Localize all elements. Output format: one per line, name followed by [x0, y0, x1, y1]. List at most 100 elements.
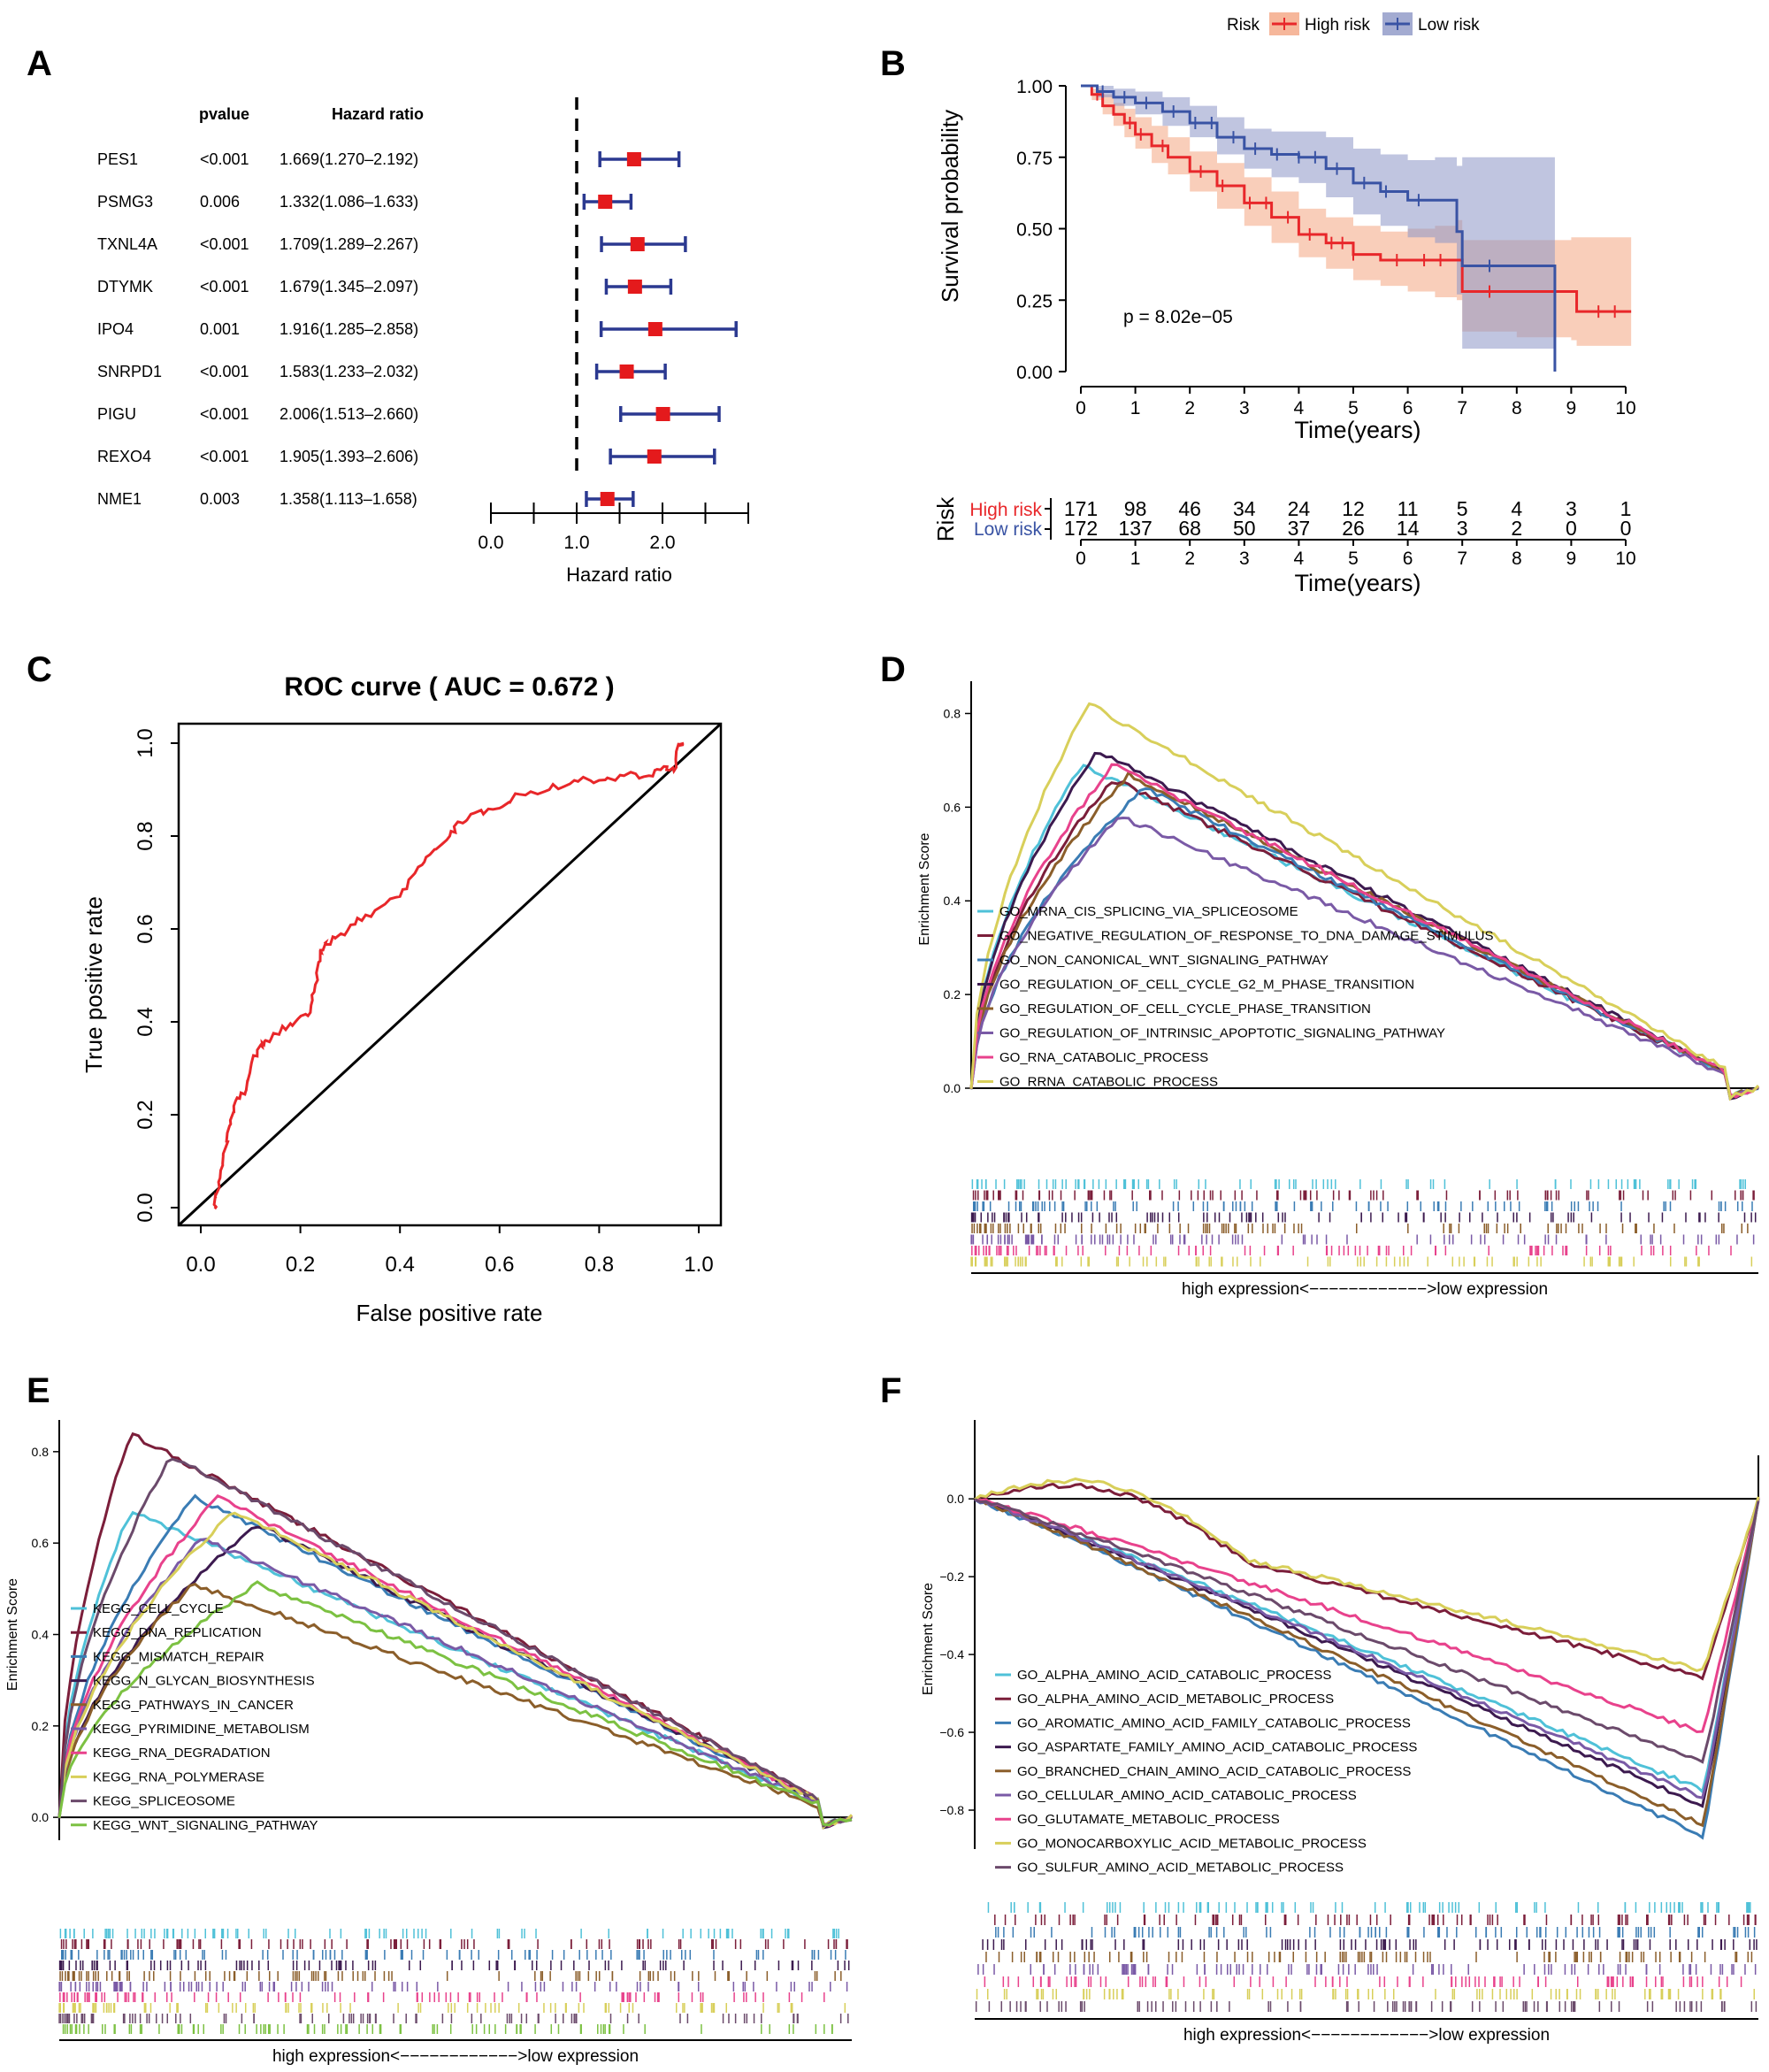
panel-label-f: F [880, 1371, 901, 1410]
gsea-x-axis-label: high expression<−−−−−−−−−−−−>low express… [1182, 1280, 1548, 1299]
risk-table-x-tick-label: 9 [1566, 549, 1577, 569]
km-x-tick-label: 4 [1294, 398, 1305, 418]
forest-pvalue: <0.001 [200, 235, 249, 253]
gsea-curve [57, 1582, 853, 1829]
gsea-legend-label: GO_REGULATION_OF_INTRINSIC_APOPTOTIC_SIG… [999, 1026, 1445, 1041]
risk-table-count: 1 [1620, 497, 1632, 520]
gsea-legend-label: GO_RRNA_CATABOLIC_PROCESS [999, 1075, 1218, 1090]
gsea-legend-label: KEGG_SPLICEOSOME [93, 1794, 235, 1809]
forest-hr-text: 1.679(1.345–2.097) [280, 278, 418, 295]
risk-table-count: 0 [1620, 517, 1632, 540]
gsea-y-tick-label: 0.4 [944, 894, 961, 908]
panel-label-b: B [880, 44, 906, 83]
risk-table-count: 98 [1124, 497, 1147, 520]
forest-row: IPO4 0.001 1.916(1.285–2.858) [97, 320, 738, 338]
gsea-curve [57, 1511, 854, 1830]
gsea-y-tick-label: 0.0 [32, 1810, 50, 1824]
gsea-hit-rug [59, 1971, 842, 1981]
roc-y-tick-label: 0.4 [134, 1007, 157, 1036]
gsea-legend-label: GO_ALPHA_AMINO_ACID_CATABOLIC_PROCESS [1017, 1668, 1331, 1683]
gsea-hit-rug [58, 2014, 849, 2023]
gsea-legend-label: GO_REGULATION_OF_CELL_CYCLE_G2_M_PHASE_T… [999, 978, 1414, 993]
km-y-tick-label: 0.00 [1016, 363, 1053, 383]
risk-table-x-tick-label: 4 [1294, 549, 1305, 569]
risk-table-count: 12 [1342, 497, 1365, 520]
forest-x-tick-label: 2.0 [649, 533, 675, 553]
risk-table-x-tick-label: 3 [1239, 549, 1250, 569]
km-y-tick-label: 0.50 [1016, 220, 1053, 241]
forest-x-tick-label: 1.0 [563, 533, 589, 553]
risk-table-title: Risk [932, 496, 959, 542]
forest-row: REXO4 <0.001 1.905(1.393–2.606) [97, 448, 716, 465]
forest-gene-label: REXO4 [97, 448, 151, 465]
roc-title: ROC curve ( AUC = 0.672 ) [284, 672, 614, 702]
km-y-tick-label: 0.25 [1016, 291, 1053, 311]
roc-y-tick-label: 0.6 [134, 914, 157, 943]
gsea-y-tick-label: 0.8 [944, 706, 961, 720]
risk-table-count: 14 [1397, 517, 1420, 540]
gsea-hit-rug [982, 1939, 1758, 1950]
forest-pvalue: <0.001 [200, 448, 249, 465]
gsea-hit-rug [987, 1902, 1751, 1913]
gsea-curve [974, 1477, 1760, 1672]
gsea-legend-label: KEGG_CELL_CYCLE [93, 1601, 224, 1616]
panel-f-gsea-plot: F 0.0 −0.2 −0.4 −0.6 −0.8 Enrichment Score GO_… [880, 1371, 1760, 2045]
forest-x-axis-label: Hazard ratio [566, 564, 672, 586]
risk-table-count: 3 [1566, 497, 1577, 520]
gsea-curve [974, 1496, 1760, 1734]
forest-point [647, 449, 662, 464]
km-x-tick-label: 7 [1457, 398, 1467, 418]
gsea-hit-rug [59, 1992, 825, 2002]
km-survival-curve [1081, 84, 1632, 313]
gsea-x-axis-label: high expression<−−−−−−−−−−−−>low express… [1183, 2026, 1550, 2045]
risk-table-x-tick-label: 10 [1615, 549, 1635, 569]
forest-gene-label: PIGU [97, 405, 136, 423]
gsea-x-axis-label: high expression<−−−−−−−−−−−−>low express… [272, 2047, 639, 2066]
gsea-curve [974, 1482, 1760, 1681]
km-x-tick-label: 2 [1184, 398, 1195, 418]
gsea-legend-label: GO_REGULATION_OF_CELL_CYCLE_PHASE_TRANSI… [999, 1001, 1371, 1017]
risk-table-count: 68 [1178, 517, 1201, 540]
km-x-tick-label: 10 [1615, 398, 1635, 418]
gsea-legend-label: KEGG_DNA_REPLICATION [93, 1625, 262, 1640]
gsea-y-tick-label: −0.4 [939, 1647, 964, 1661]
gsea-legend-label: GO_GLUTAMATE_METABOLIC_PROCESS [1017, 1812, 1280, 1827]
risk-table-count: 137 [1118, 517, 1152, 540]
forest-pvalue: 0.003 [200, 490, 240, 508]
risk-table-count: 3 [1457, 517, 1468, 540]
km-x-tick-label: 1 [1130, 398, 1141, 418]
gsea-legend-label: KEGG_PATHWAYS_IN_CANCER [93, 1698, 294, 1713]
gsea-hit-rug [970, 1212, 1757, 1223]
gsea-y-tick-label: 0.8 [32, 1445, 50, 1459]
roc-y-tick-label: 1.0 [134, 728, 157, 757]
gsea-hit-rug [985, 1952, 1753, 1962]
km-confidence-band [1081, 86, 1555, 372]
forest-row: PES1 <0.001 1.669(1.270–2.192) [97, 150, 681, 168]
gsea-y-axis-label: Enrichment Score [921, 1583, 936, 1695]
gsea-curve [57, 1494, 853, 1828]
gsea-curve [974, 1498, 1760, 1764]
gsea-y-tick-label: 0.6 [32, 1536, 50, 1550]
risk-table-count: 172 [1064, 517, 1098, 540]
forest-hr-text: 1.669(1.270–2.192) [280, 150, 418, 168]
panel-e-gsea-plot: E 0.0 0.2 0.4 0.6 0.8 Enrichment Score KEGG_CE… [5, 1371, 854, 2066]
gsea-hit-rug [977, 1964, 1757, 1975]
km-x-axis-label: Time(years) [1294, 417, 1421, 443]
forest-hr-text: 1.916(1.285–2.858) [280, 320, 418, 338]
gsea-hit-rug [975, 2001, 1758, 2012]
gsea-hit-rug [971, 1246, 1732, 1255]
forest-point [647, 322, 662, 336]
panel-label-a: A [27, 44, 52, 83]
forest-pvalue: <0.001 [200, 363, 249, 380]
km-pvalue-annotation: p = 8.02e−05 [1123, 307, 1233, 327]
gsea-hit-rug [972, 1190, 1755, 1201]
gsea-hit-rug [976, 1989, 1755, 1999]
gsea-legend-label: GO_RNA_CATABOLIC_PROCESS [999, 1050, 1208, 1065]
km-legend-label: Low risk [1418, 16, 1480, 35]
risk-table-count: 24 [1288, 497, 1311, 520]
risk-table-count: 11 [1398, 497, 1419, 520]
km-x-tick-label: 9 [1566, 398, 1577, 418]
forest-gene-label: SNRPD1 [97, 363, 162, 380]
